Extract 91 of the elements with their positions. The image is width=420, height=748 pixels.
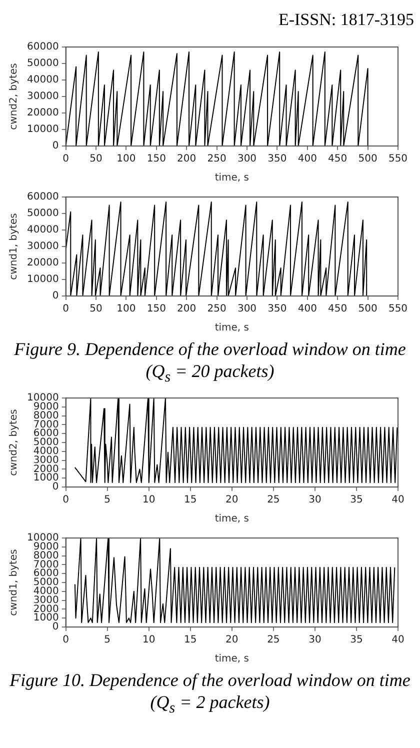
x-tick-label: 0 — [62, 634, 69, 646]
x-tick-label: 20 — [226, 494, 238, 506]
y-axis-title: cwnd1, bytes — [8, 548, 20, 616]
y-tick-label: 10000 — [27, 274, 59, 286]
x-tick-label: 30 — [308, 494, 322, 506]
x-tick-label: 35 — [350, 494, 363, 506]
x-tick-label: 50 — [90, 304, 102, 315]
text: (Q$_{s}$ = 20 packets) — [144, 360, 276, 388]
y-tick-label: 8000 — [33, 550, 59, 561]
x-tick-label: 550 — [388, 304, 408, 315]
y-tick-label: 9000 — [33, 541, 59, 552]
caption: Figure 10. Dependence of the overload window on time — [8, 668, 412, 691]
y-tick-label: 5000 — [33, 436, 59, 448]
x-tick-label: 150 — [146, 154, 166, 165]
x-tick-label: 25 — [267, 494, 280, 506]
x-axis-title: time, s — [214, 172, 249, 184]
x-tick-label: 200 — [177, 154, 196, 165]
x-tick-label: 40 — [392, 494, 404, 506]
y-tick-label: 10000 — [27, 532, 59, 544]
y-tick-label: 9000 — [33, 401, 59, 412]
y-tick-label: 2000 — [33, 463, 59, 474]
y-tick-label: 2000 — [33, 603, 59, 614]
x-tick-label: 150 — [146, 304, 166, 315]
y-tick-label: 3000 — [33, 594, 59, 606]
y-tick-label: 50000 — [27, 58, 59, 70]
x-tick-label: 10 — [142, 634, 156, 646]
y-axis-title: cwnd2, bytes — [8, 63, 20, 130]
x-tick-label: 400 — [298, 154, 317, 165]
x-tick-label: 0 — [62, 494, 69, 506]
x-tick-label: 5 — [104, 494, 111, 506]
x-tick-label: 300 — [237, 304, 257, 315]
x-tick-label: 300 — [237, 154, 257, 165]
y-tick-label: 0 — [52, 621, 59, 632]
y-axis-title: cwnd2, bytes — [8, 408, 20, 476]
y-tick-label: 10000 — [27, 392, 59, 404]
x-tick-label: 250 — [207, 304, 226, 315]
x-tick-label: 400 — [298, 304, 317, 315]
y-tick-label: 30000 — [27, 91, 59, 102]
y-tick-label: 0 — [52, 481, 59, 492]
x-tick-label: 100 — [116, 304, 136, 315]
x-tick-label: 50 — [90, 154, 102, 165]
y-tick-label: 8000 — [33, 410, 59, 421]
y-tick-label: 6000 — [33, 568, 59, 579]
y-tick-label: 40000 — [27, 74, 59, 86]
x-tick-label: 30 — [308, 634, 322, 646]
y-axis-title: cwnd1, bytes — [8, 213, 20, 280]
x-axis-title: time, s — [214, 322, 249, 334]
x-axis-title: time, s — [214, 653, 249, 664]
y-tick-label: 40000 — [27, 224, 59, 236]
x-tick-label: 10 — [142, 494, 156, 506]
y-tick-label: 60000 — [27, 192, 59, 203]
y-tick-label: 60000 — [27, 42, 59, 53]
caption: Figure 9. Dependence of the overload window on time — [13, 338, 407, 360]
x-tick-label: 0 — [62, 154, 69, 165]
x-axis-title: time, s — [214, 513, 249, 524]
y-tick-label: 50000 — [27, 208, 59, 220]
x-tick-label: 550 — [388, 154, 408, 165]
x-tick-label: 350 — [268, 304, 287, 315]
x-tick-label: 500 — [358, 304, 378, 315]
y-tick-label: 4000 — [33, 446, 59, 457]
y-tick-label: 0 — [52, 290, 59, 302]
x-tick-label: 450 — [328, 304, 348, 315]
x-tick-label: 5 — [104, 634, 111, 646]
x-tick-label: 500 — [358, 154, 378, 165]
y-tick-label: 20000 — [27, 108, 59, 119]
y-tick-label: 30000 — [27, 241, 59, 252]
y-tick-label: 10000 — [27, 124, 59, 136]
y-tick-label: 20000 — [27, 258, 59, 269]
x-tick-label: 250 — [207, 154, 226, 165]
y-tick-label: 4000 — [33, 586, 59, 597]
text: E-ISSN: 1817-3195 — [277, 10, 414, 30]
x-tick-label: 25 — [267, 634, 280, 646]
x-tick-label: 15 — [184, 634, 197, 646]
y-tick-label: 5000 — [33, 576, 59, 588]
x-tick-label: 200 — [177, 304, 196, 315]
x-tick-label: 20 — [226, 634, 238, 646]
y-tick-label: 6000 — [33, 428, 59, 439]
x-tick-label: 15 — [184, 494, 197, 506]
x-tick-label: 450 — [328, 154, 348, 165]
x-tick-label: 100 — [116, 154, 136, 165]
y-tick-label: 0 — [52, 140, 59, 152]
y-tick-label: 7000 — [33, 558, 59, 570]
x-tick-label: 35 — [350, 634, 363, 646]
y-tick-label: 7000 — [33, 418, 59, 430]
x-tick-label: 0 — [62, 304, 69, 315]
y-tick-label: 3000 — [33, 454, 59, 466]
x-tick-label: 350 — [268, 154, 287, 165]
x-tick-label: 40 — [392, 634, 404, 646]
text: (Q$_{s}$ = 2 packets) — [149, 690, 271, 718]
y-tick-label: 1000 — [33, 472, 59, 484]
y-tick-label: 1000 — [33, 612, 59, 624]
